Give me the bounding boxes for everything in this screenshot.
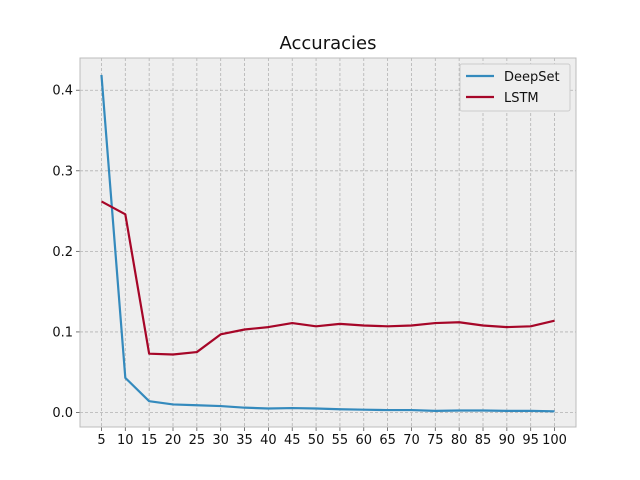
x-tick-label: 95 — [522, 433, 539, 448]
legend: DeepSet LSTM — [459, 63, 571, 112]
x-tick-label: 90 — [499, 433, 516, 448]
plot-area — [80, 58, 576, 427]
y-tick-label: 0.3 — [52, 164, 73, 179]
x-tick-label: 45 — [284, 433, 301, 448]
x-tick-label: 40 — [260, 433, 277, 448]
x-tick-label: 100 — [542, 433, 567, 448]
x-tick-label: 35 — [236, 433, 253, 448]
x-tick-label: 75 — [427, 433, 444, 448]
legend-label-lstm: LSTM — [504, 91, 539, 106]
x-tick-label: 85 — [475, 433, 492, 448]
x-tick-label: 60 — [355, 433, 372, 448]
y-tick-label: 0.4 — [52, 84, 73, 99]
x-tick-label: 55 — [332, 433, 349, 448]
x-tick-label: 25 — [189, 433, 206, 448]
legend-label-deepset: DeepSet — [504, 70, 560, 85]
x-tick-label: 70 — [403, 433, 420, 448]
y-tick-label: 0.1 — [52, 325, 73, 340]
grid-lines — [80, 58, 576, 427]
chart-title: Accuracies — [280, 33, 377, 54]
series-line-deepset — [100, 74, 555, 413]
x-tick-label: 30 — [212, 433, 229, 448]
x-tick-label: 10 — [117, 433, 134, 448]
x-tick-label: 15 — [141, 433, 158, 448]
x-tick-label: 65 — [379, 433, 396, 448]
y-tick-label: 0.0 — [52, 406, 73, 421]
axis-ticks: 5 10 15 20 25 30 35 40 45 50 55 60 65 70 75 80 85 90 95 100… — [52, 84, 567, 448]
y-tick-label: 0.2 — [52, 245, 73, 260]
x-tick-label: 5 — [97, 433, 105, 448]
series-lines — [100, 74, 555, 413]
x-tick-label: 50 — [308, 433, 325, 448]
plot-frame — [79, 57, 577, 428]
x-tick-label: 20 — [165, 433, 182, 448]
series-line-lstm — [100, 200, 555, 356]
x-tick-label: 80 — [451, 433, 468, 448]
